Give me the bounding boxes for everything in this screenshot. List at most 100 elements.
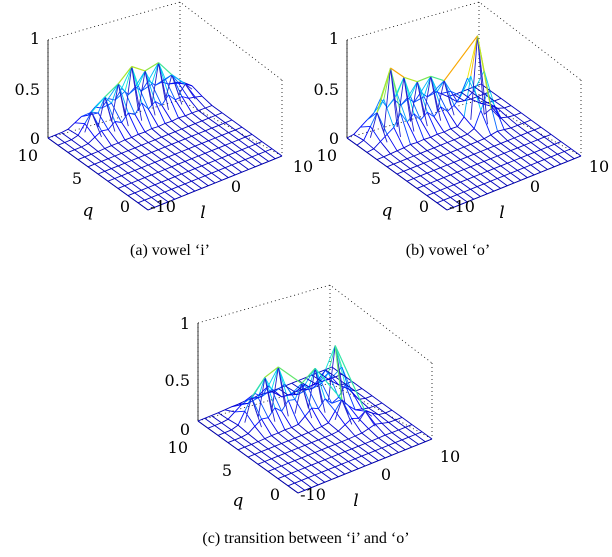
mesh-line (463, 90, 475, 102)
mesh-line (154, 139, 166, 148)
mesh-line (480, 102, 492, 107)
mesh-line (405, 424, 413, 428)
peak-edge (328, 345, 336, 401)
mesh-line (134, 147, 146, 156)
mesh-line (490, 158, 501, 167)
mesh-line (344, 384, 356, 410)
mesh-line (530, 139, 538, 143)
mesh-line (261, 418, 272, 436)
mesh-line (524, 119, 532, 124)
mesh-line (204, 417, 215, 426)
mesh-line (504, 105, 512, 109)
mesh-line (423, 160, 431, 164)
mesh-line (450, 174, 461, 183)
mesh-line (520, 154, 528, 159)
mesh-line (131, 160, 142, 169)
mesh-line (463, 166, 471, 170)
mesh-line (195, 95, 203, 98)
mesh-line (191, 135, 203, 144)
mesh-line (493, 142, 501, 147)
mesh-line (406, 113, 415, 123)
mesh-line (324, 398, 336, 412)
subplot-a: 0 0.5 1 10 5 0 -10 0 10 q l (a) vowel ‘i… (15, 1, 313, 259)
mesh-line (214, 422, 222, 426)
mesh-line (294, 437, 306, 446)
mesh-line (137, 177, 145, 181)
mesh-line (460, 91, 472, 100)
mesh-line (157, 194, 169, 203)
mesh-line (298, 380, 309, 388)
mesh-line (171, 143, 182, 152)
mesh-line (238, 139, 249, 148)
mesh-line (406, 178, 414, 182)
mesh-line (188, 98, 199, 111)
mesh-line (440, 164, 448, 169)
mesh-line (425, 438, 433, 443)
mesh-line (124, 139, 136, 149)
mesh-line (87, 166, 99, 175)
mesh-line (117, 142, 129, 151)
mesh-line (426, 192, 434, 197)
mesh-line (57, 142, 65, 146)
mesh-line (281, 465, 292, 474)
mesh-line (178, 82, 189, 99)
mesh-line (416, 162, 424, 167)
mesh-line (341, 438, 349, 443)
mesh-line (254, 426, 266, 439)
mesh-line (380, 133, 388, 142)
mesh-line (214, 157, 222, 161)
mesh-line (181, 96, 193, 114)
mesh-line (178, 117, 189, 127)
mesh-line (124, 136, 132, 141)
mesh-line (271, 455, 279, 460)
mesh-line (440, 189, 451, 198)
mesh-line (144, 154, 156, 163)
mesh-line (97, 170, 105, 175)
mesh-line (510, 150, 522, 159)
mesh-line (331, 377, 339, 386)
mesh-line (426, 172, 438, 181)
mesh-line (331, 430, 339, 435)
mesh-line (550, 134, 562, 142)
mesh-line (374, 423, 386, 436)
mesh-line (447, 104, 455, 112)
mesh-line (154, 161, 166, 170)
mesh-line (363, 139, 374, 150)
mesh-line (547, 146, 558, 155)
mesh-line (324, 345, 336, 371)
mesh-line (383, 99, 395, 128)
mesh-line (87, 136, 96, 144)
l-tick-label: 0 (231, 177, 241, 196)
mesh-line (127, 112, 139, 135)
mesh-line (503, 150, 511, 154)
mesh-line (433, 167, 441, 171)
mesh-line (456, 191, 464, 196)
mesh-line (365, 398, 376, 407)
z-tick-label: 0 (329, 129, 339, 148)
mesh-line (241, 436, 252, 445)
peak-edge (84, 111, 92, 133)
mesh-line (61, 128, 69, 134)
mesh-line (537, 139, 548, 148)
mesh-line (393, 77, 405, 100)
mesh-line (524, 142, 532, 146)
mesh-line (217, 435, 229, 443)
mesh-line (178, 160, 186, 165)
mesh-line (517, 147, 528, 156)
mesh-line (151, 149, 159, 153)
mesh-line (158, 169, 166, 173)
mesh-line (154, 159, 162, 163)
mesh-line (184, 135, 192, 140)
mesh-line (77, 123, 86, 136)
mesh-line (91, 151, 99, 155)
mesh-line (396, 150, 408, 160)
mesh-line (277, 366, 289, 401)
mesh-line (221, 112, 233, 121)
mesh-line (225, 142, 233, 146)
mesh-line (208, 182, 216, 187)
mesh-line (321, 383, 333, 404)
mesh-line (208, 117, 219, 126)
mesh-line (405, 426, 416, 435)
mesh-line (374, 450, 386, 459)
mesh-line (413, 96, 425, 103)
